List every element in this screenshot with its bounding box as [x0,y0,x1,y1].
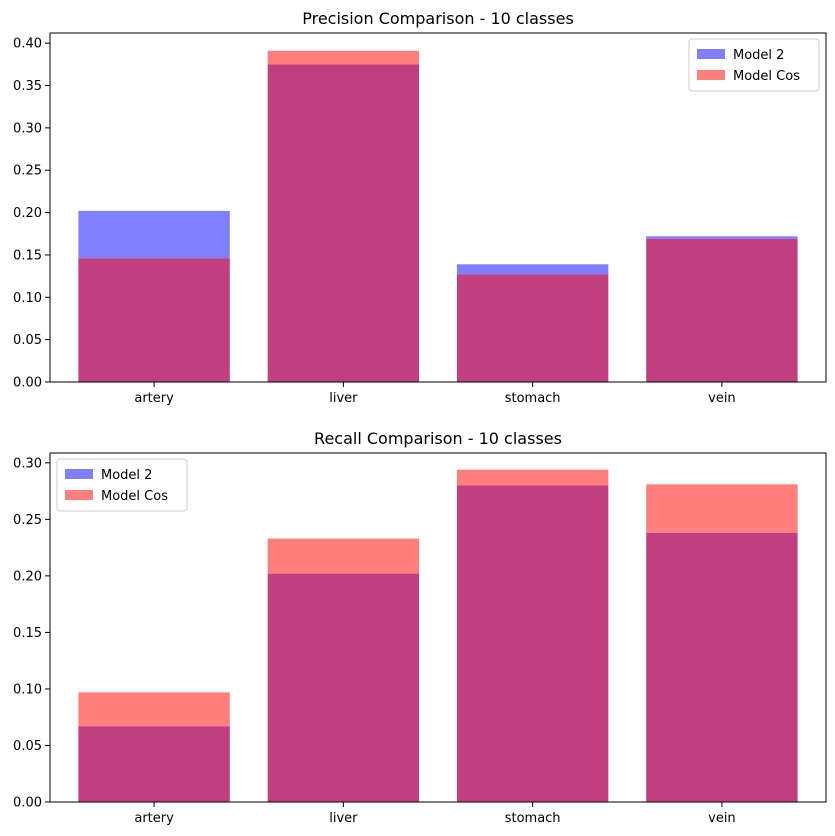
precision-chart-panel: Precision Comparison - 10 classes 0.000.… [13,9,827,406]
precision-x-tick-label-artery: artery [134,391,174,406]
recall-bar-model-cos-vein [646,484,798,533]
precision-y-tick-label: 0.40 [13,37,42,52]
recall-y-axis: 0.00 0.05 0.10 0.15 0.20 0.25 0.30 [13,456,50,811]
precision-legend: Model 2 Model Cos [688,38,820,92]
precision-bar-overlap-artery [78,258,230,382]
precision-legend-label-model-2: Model 2 [733,48,784,63]
precision-bar-overlap-vein [646,238,798,382]
precision-legend-label-model-cos: Model Cos [733,69,800,84]
precision-bars [78,50,798,383]
recall-y-tick-label: 0.20 [13,569,42,584]
precision-y-tick-label: 0.15 [13,248,42,263]
recall-legend-label-model-2: Model 2 [101,468,152,483]
recall-chart-title: Recall Comparison - 10 classes [314,429,562,448]
precision-bar-model-2-artery [78,210,230,259]
precision-bar-overlap-liver [267,64,420,383]
precision-bar-model-cos-liver [267,50,420,65]
recall-y-tick-label: 0.00 [13,796,42,811]
recall-bars [78,469,798,802]
recall-chart-panel: Recall Comparison - 10 classes 0.000.050… [13,429,827,826]
precision-y-tick-label: 0.35 [13,79,42,94]
precision-x-tick-label-vein: vein [708,391,736,406]
recall-legend: Model 2 Model Cos [56,458,188,512]
recall-legend-label-model-cos: Model Cos [101,489,168,504]
precision-plot-frame [49,32,827,383]
precision-legend-swatch-model-2 [697,49,725,59]
precision-x-axis: artery liver stomach vein [134,382,736,406]
precision-y-tick-label: 0.05 [13,333,42,348]
precision-chart-title: Precision Comparison - 10 classes [302,9,574,28]
precision-y-tick-label: 0.00 [13,376,42,391]
precision-bar-model-2-stomach [456,264,609,275]
precision-y-axis: 0.00 0.05 0.10 0.15 0.20 0.25 0.30 0.35 0.40 [13,37,50,391]
recall-y-tick-label: 0.05 [13,739,42,754]
recall-bar-model-cos-stomach [456,469,609,486]
precision-y-tick-label: 0.20 [13,206,42,221]
recall-y-tick-label: 0.10 [13,682,42,697]
recall-bar-overlap-vein [646,532,798,802]
precision-y-tick-label: 0.25 [13,164,42,179]
recall-x-tick-label-vein: vein [708,811,736,826]
recall-legend-swatch-model-2 [65,469,93,479]
recall-y-tick-label: 0.25 [13,513,42,528]
recall-x-axis: artery liver stomach vein [134,802,736,826]
precision-legend-swatch-model-cos [697,70,725,80]
precision-x-tick-label-stomach: stomach [505,391,561,406]
recall-x-tick-label-stomach: stomach [505,811,561,826]
precision-bar-overlap-stomach [456,274,609,382]
recall-legend-swatch-model-cos [65,490,93,500]
recall-x-tick-label-liver: liver [329,811,358,826]
recall-y-tick-label: 0.30 [13,456,42,471]
precision-y-tick-label: 0.30 [13,121,42,136]
recall-bar-overlap-liver [267,573,420,802]
recall-bar-model-cos-liver [267,538,420,574]
recall-plot-frame [49,452,827,803]
recall-bar-overlap-stomach [456,485,609,802]
precision-x-tick-label-liver: liver [329,391,358,406]
recall-bar-overlap-artery [78,726,230,802]
precision-bar-model-2-vein [646,236,798,239]
recall-bar-model-cos-artery [78,692,230,727]
precision-y-tick-label: 0.10 [13,291,42,306]
recall-x-tick-label-artery: artery [134,811,174,826]
recall-y-tick-label: 0.15 [13,626,42,641]
